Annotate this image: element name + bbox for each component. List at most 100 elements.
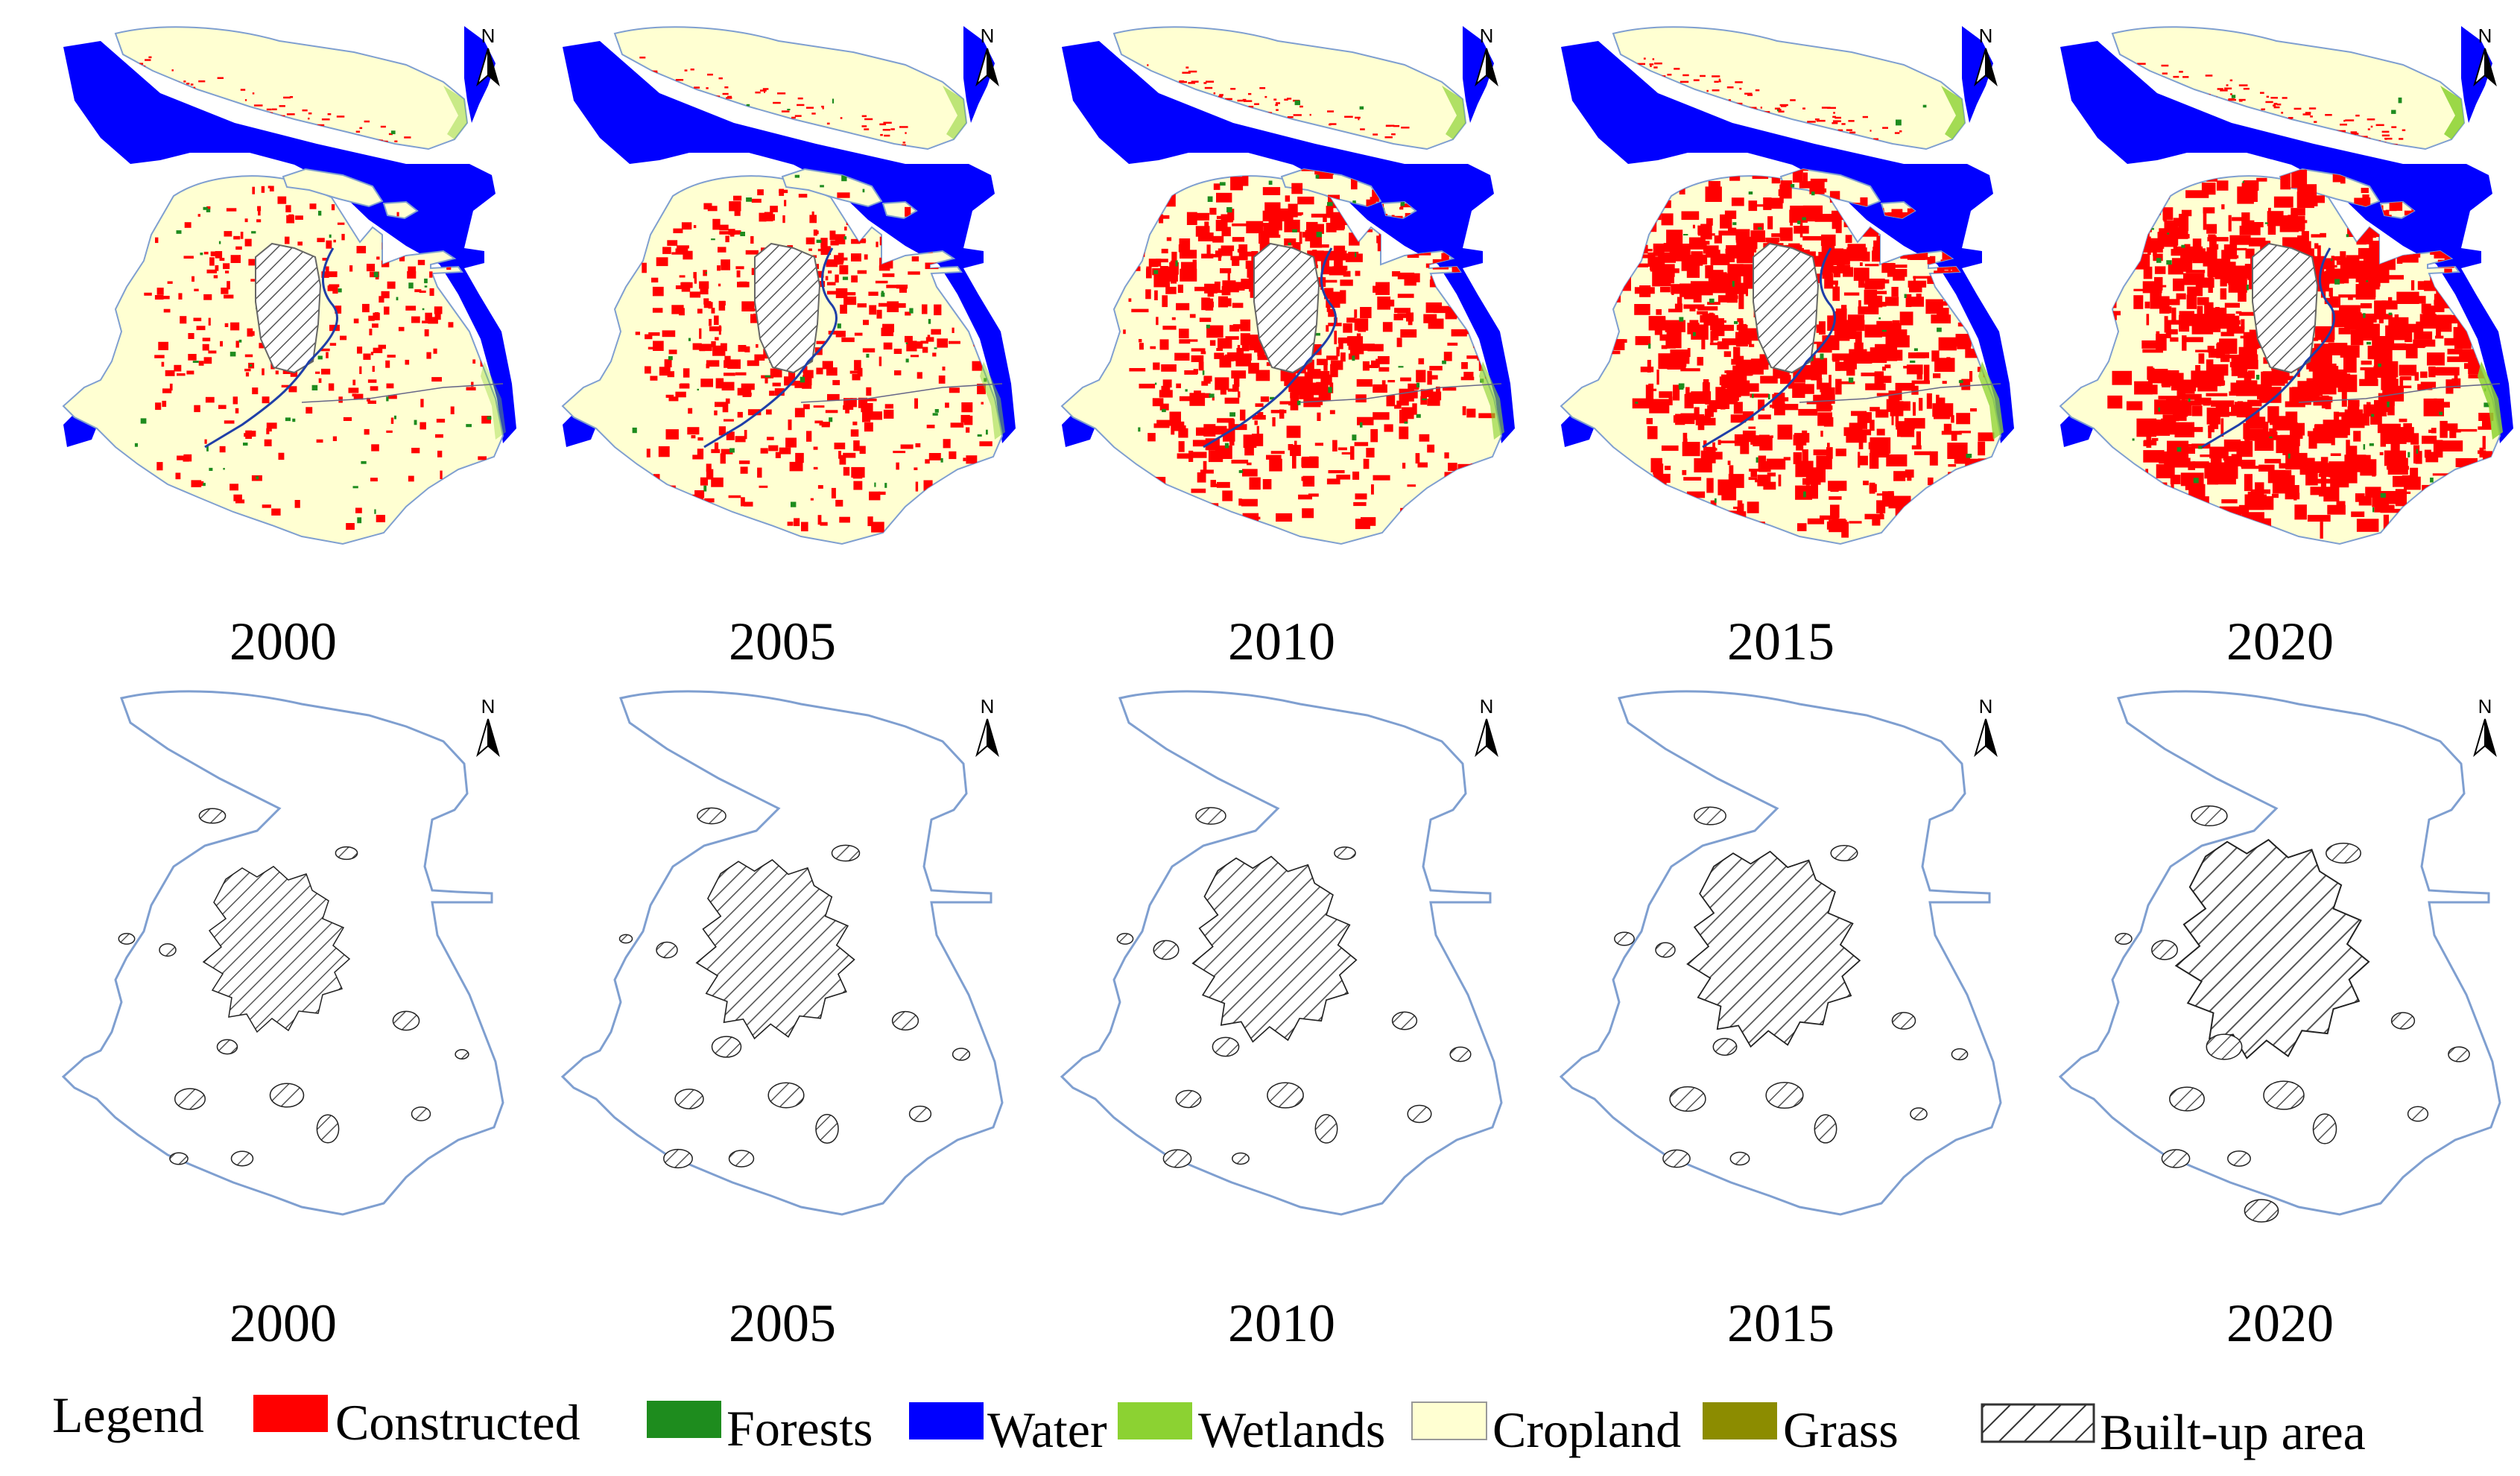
year-label-top-2005: 2005 [729,612,836,671]
legend-label-wetlands: Wetlands [1198,1401,1385,1458]
satellite-built-up-area [1669,1086,1706,1112]
river-line [1203,247,1337,449]
satellite-built-up-area [2227,1150,2251,1167]
built-up-map-0: N [61,690,504,1216]
satellite-built-up-area [1162,1149,1192,1168]
north-arrow-icon: N [975,25,999,86]
satellite-built-up-area [169,1152,189,1165]
satellite-built-up-area [1407,1104,1432,1124]
satellite-built-up-area [198,808,227,824]
top-year-labels: 2000 2005 2010 2015 2020 [229,612,2334,671]
wetland-strip-north [943,86,966,139]
satellite-built-up-area [335,846,358,861]
satellite-built-up-area [159,943,177,957]
satellite-built-up-area [1116,933,1134,945]
satellite-built-up-area [711,1036,742,1058]
satellite-built-up-area [1765,1081,1804,1109]
land-use-map-0: N [62,25,516,545]
satellite-built-up-area [2263,1080,2305,1110]
land-area-1 [114,26,469,151]
satellite-built-up-area [316,1114,340,1144]
north-label: N [1480,695,1494,718]
year-label-bottom-2000: 2000 [229,1293,337,1353]
bottom-year-labels: 2000 2005 2010 2015 2020 [229,1293,2334,1353]
satellite-built-up-area [1267,1082,1304,1109]
wetland-strip-east [1479,361,1504,440]
land-area-2 [282,168,384,208]
land-use-map-1: N [561,25,1016,545]
river-line [1702,247,1836,449]
legend-label-built-up-area: Built-up area [2100,1404,2366,1460]
north-label: N [2478,25,2492,47]
north-arrow-icon: N [2473,695,2497,757]
wetland-strip-north [443,86,467,139]
satellite-built-up-area [815,1113,839,1144]
built-up-map-2: N [1060,690,1503,1216]
satellite-built-up-area [1195,807,1226,825]
legend-label-water: Water [987,1401,1107,1458]
year-label-bottom-2015: 2015 [1727,1293,1834,1353]
district-line [2298,383,2501,403]
year-label-bottom-2020: 2020 [2226,1293,2334,1353]
land-area-2 [781,168,883,208]
satellite-built-up-area [2407,1106,2429,1122]
urban-core [1753,242,1820,374]
built-up-map-1: N [560,690,1004,1216]
satellite-built-up-area [728,1150,755,1168]
satellite-built-up-area [2169,1086,2205,1112]
north-label: N [1979,695,1993,718]
legend-swatch-grass [1703,1402,1777,1439]
wetland-strip-east [980,361,1005,440]
north-arrow-icon: N [476,695,500,757]
land-area-1 [613,26,968,151]
north-label: N [1979,25,1993,47]
satellite-built-up-area [2206,1033,2243,1060]
core-built-up-area [1686,850,1861,1048]
satellite-built-up-area [2312,1113,2337,1144]
satellite-built-up-area [1951,1048,1969,1061]
satellite-built-up-area [2390,1012,2416,1030]
district-line [800,383,1003,403]
satellite-built-up-area [697,807,726,825]
urban-core [754,242,821,374]
satellite-built-up-area [618,934,633,944]
satellite-built-up-area [952,1048,971,1061]
satellite-built-up-area [908,1105,932,1123]
year-label-bottom-2010: 2010 [1228,1293,1335,1353]
satellite-built-up-area [1655,942,1676,958]
wetland-strip-north [2440,86,2464,139]
water-body-0 [1561,41,2014,443]
satellite-built-up-area [1614,931,1635,946]
district-line [1799,383,2001,403]
satellite-built-up-area [1729,1151,1750,1166]
wetland-strip-north [1442,86,1466,139]
water-body-0 [1062,41,1515,443]
satellite-built-up-area [1694,806,1726,826]
urban-core [1253,242,1320,374]
north-arrow-icon: N [975,695,999,757]
satellite-built-up-area [392,1010,420,1031]
year-label-bottom-2005: 2005 [729,1293,836,1353]
water-body-0 [563,41,1016,443]
legend-swatch-constructed [253,1395,328,1432]
urban-core [2252,242,2319,374]
river-line [703,247,838,449]
legend-label-cropland: Cropland [1492,1401,1681,1458]
satellite-built-up-area [1891,1012,1916,1030]
core-built-up-area [695,859,855,1040]
wetland-strip-east [1978,361,2004,440]
north-label: N [2478,695,2492,718]
legend-swatch-cropland [1411,1401,1487,1440]
water-body-0 [2060,41,2513,443]
river-line [2201,247,2335,449]
land-area-1 [2111,26,2466,151]
north-label: N [481,25,496,47]
legend: Legend Constructed Forests Water Wetland… [52,1387,2366,1460]
water-body-0 [63,41,516,443]
satellite-built-up-area [1314,1114,1338,1144]
north-label: N [981,25,995,47]
wetland-strip-east [481,361,506,440]
satellite-built-up-area [2115,932,2133,946]
